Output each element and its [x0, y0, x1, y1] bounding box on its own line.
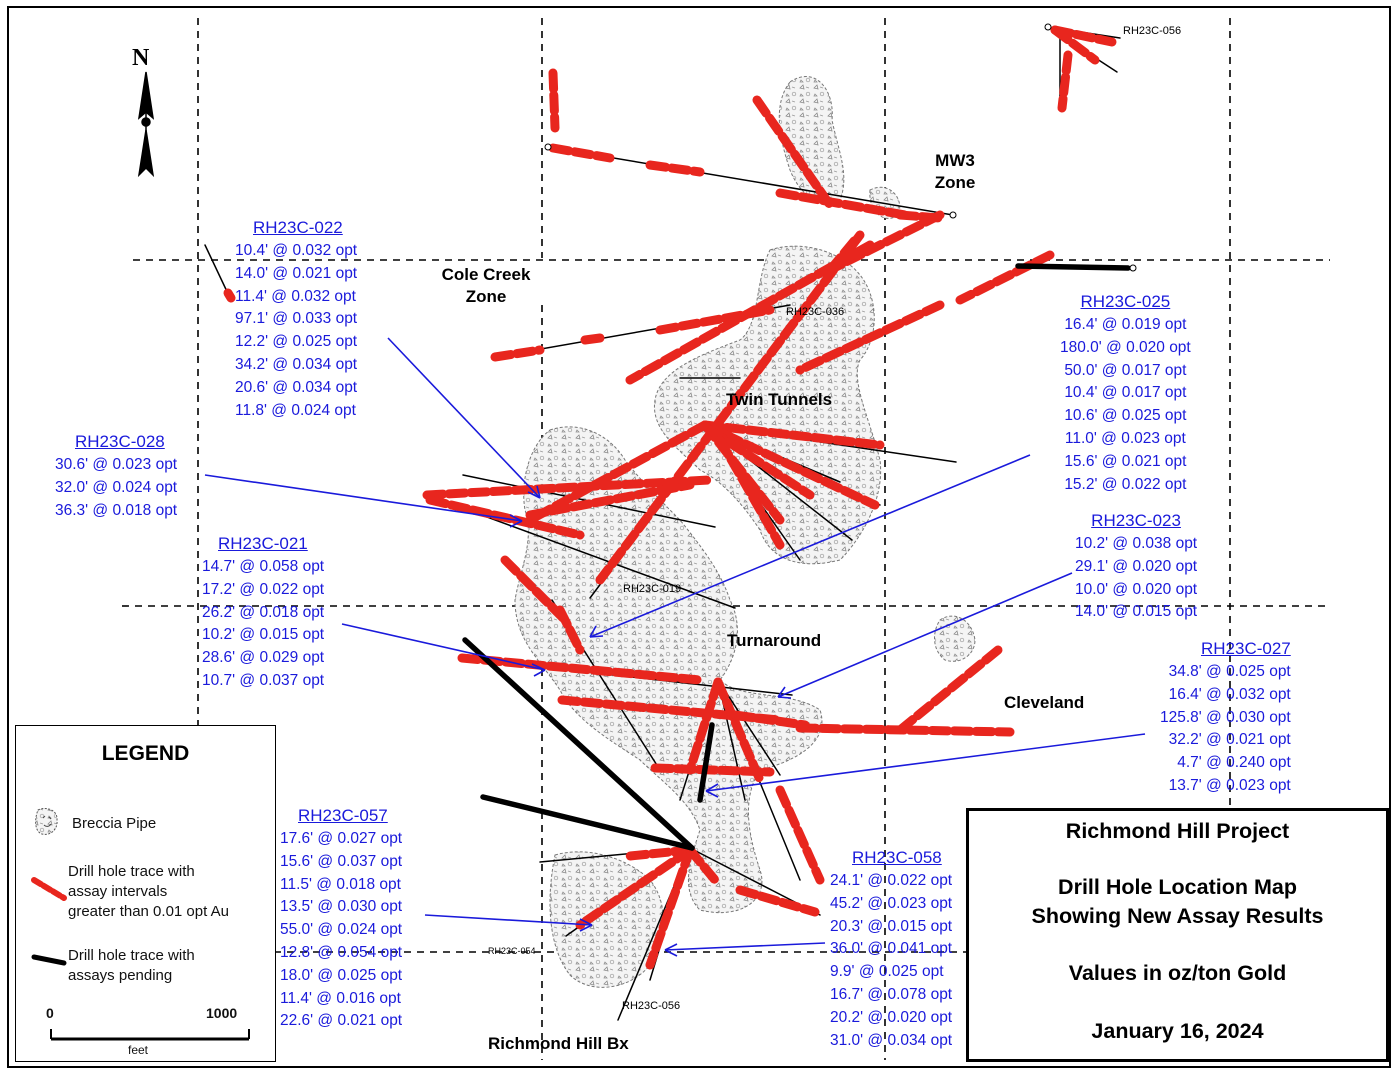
north-label: N: [132, 45, 150, 71]
hole-id: RH23C-028: [75, 432, 165, 451]
assay-block-rh23c-022: RH23C-022 10.4' @ 0.032 opt 14.0' @ 0.02…: [235, 218, 358, 419]
assay-block-rh23c-027: RH23C-027 34.8' @ 0.025 opt 16.4' @ 0.03…: [1160, 639, 1291, 794]
hole-label-056-top: RH23C-056: [1123, 25, 1182, 37]
hole-id: RH23C-023: [1091, 511, 1181, 530]
hole-label-036: RH23C-036: [786, 306, 845, 318]
zone-cole-creek: Cole Creek Zone: [441, 265, 531, 306]
assay-block-rh23c-023: RH23C-023 10.2' @ 0.038 opt 29.1' @ 0.02…: [1075, 511, 1198, 621]
scale-unit: feet: [128, 1043, 149, 1057]
legend-pending-label: Drill hole trace with assays pending: [68, 947, 195, 984]
assay-trace-icon: [31, 877, 67, 901]
north-arrow-tail: [137, 129, 155, 178]
assay-block-rh23c-025: RH23C-025 16.4' @ 0.019 opt 180.0' @ 0.0…: [1060, 292, 1191, 493]
hole-id: RH23C-057: [298, 806, 388, 825]
zone-mw3: MW3 Zone: [934, 151, 976, 192]
hole-label-019: RH23C-019: [623, 583, 682, 595]
legend-assay-label: Drill hole trace with assay intervals gr…: [68, 863, 229, 920]
assay-block-rh23c-028: RH23C-028 30.6' @ 0.023 opt 32.0' @ 0.02…: [55, 432, 178, 519]
hole-id: RH23C-022: [253, 218, 343, 237]
pending-holes: [462, 263, 1131, 851]
scale-start: 0: [46, 1005, 54, 1021]
breccia-cole-creek: [514, 426, 823, 914]
map-date: January 16, 2024: [1091, 1019, 1264, 1043]
north-arrow-head: [137, 71, 155, 120]
hole-id: RH23C-058: [852, 848, 942, 867]
hole-id: RH23C-021: [218, 534, 308, 553]
north-arrow: [137, 71, 155, 178]
map-frame: [7, 6, 1391, 1068]
collars: [544, 23, 1137, 272]
legend-title: LEGEND: [101, 742, 190, 765]
hole-id: RH23C-025: [1080, 292, 1171, 311]
zone-richmond-hill-bx: Richmond Hill Bx: [488, 1034, 629, 1053]
assay-intervals: [223, 25, 1117, 970]
scale-end: 1000: [206, 1005, 238, 1021]
map-title-line-2: Showing New Assay Results: [1031, 904, 1324, 928]
legend: LEGEND Breccia Pipe Drill hole trace wit…: [15, 725, 276, 1062]
zone-turnaround: Turnaround: [727, 631, 822, 650]
breccia-pipe-icon: [35, 807, 58, 835]
hole-id: RH23C-027: [1200, 639, 1291, 658]
leader-arrows: [204, 337, 1146, 957]
hole-label-054: RH23C-054: [488, 946, 536, 956]
project-title: Richmond Hill Project: [1065, 819, 1290, 843]
map-title-line-1: Drill Hole Location Map: [1058, 875, 1297, 899]
zone-twin-tunnels: Twin Tunnels: [726, 390, 833, 409]
legend-breccia-label: Breccia Pipe: [72, 815, 157, 832]
assay-block-rh23c-058: RH23C-058 24.1' @ 0.022 opt 45.2' @ 0.02…: [830, 848, 953, 1049]
title-box: Richmond Hill Project Drill Hole Locatio…: [966, 808, 1389, 1062]
pending-trace-icon: [31, 954, 67, 966]
zone-cleveland: Cleveland: [1004, 693, 1085, 712]
assay-block-rh23c-057: RH23C-057 17.6' @ 0.027 opt 15.6' @ 0.03…: [280, 806, 403, 1030]
hole-label-056-bottom: RH23C-056: [622, 1000, 681, 1012]
assay-block-rh23c-021: RH23C-021 14.7' @ 0.058 opt 17.2' @ 0.02…: [202, 534, 325, 689]
units-note: Values in oz/ton Gold: [1068, 961, 1287, 985]
scale-bar: [50, 1029, 250, 1041]
